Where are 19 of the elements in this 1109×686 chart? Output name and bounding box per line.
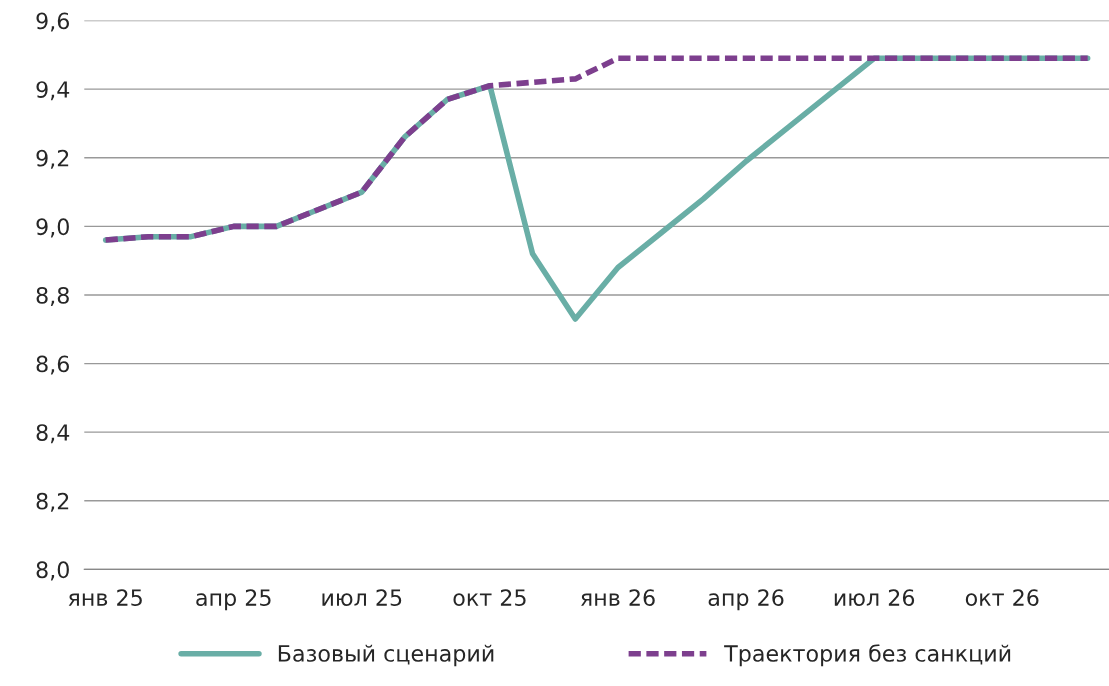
x-tick-label: янв 25 bbox=[68, 589, 142, 607]
x-tick-label: июл 25 bbox=[322, 589, 402, 607]
y-tick-label: 8,6 bbox=[36, 355, 69, 375]
y-tick-label: 8,4 bbox=[36, 424, 70, 444]
x-tick-label: июл 26 bbox=[834, 589, 915, 607]
y-tick-label: 9,2 bbox=[36, 149, 69, 169]
x-tick-label: янв 26 bbox=[581, 589, 655, 607]
y-tick-label: 9,4 bbox=[36, 81, 70, 101]
y-tick-label: 8,2 bbox=[36, 492, 69, 512]
x-tick-label: окт 26 bbox=[965, 589, 1039, 607]
x-tick-label: окт 25 bbox=[453, 589, 526, 607]
y-tick-label: 8,8 bbox=[36, 286, 69, 307]
x-tick-label: апр 25 bbox=[196, 589, 271, 611]
y-tick-label: 9,6 bbox=[36, 12, 69, 32]
y-tick-label: 8,0 bbox=[36, 561, 69, 581]
x-tick-label: апр 26 bbox=[708, 589, 784, 611]
legend-label: Траектория без санкций bbox=[724, 644, 1011, 667]
y-tick-label: 9,0 bbox=[36, 218, 69, 238]
legend-label: Базовый сценарий bbox=[278, 644, 494, 667]
